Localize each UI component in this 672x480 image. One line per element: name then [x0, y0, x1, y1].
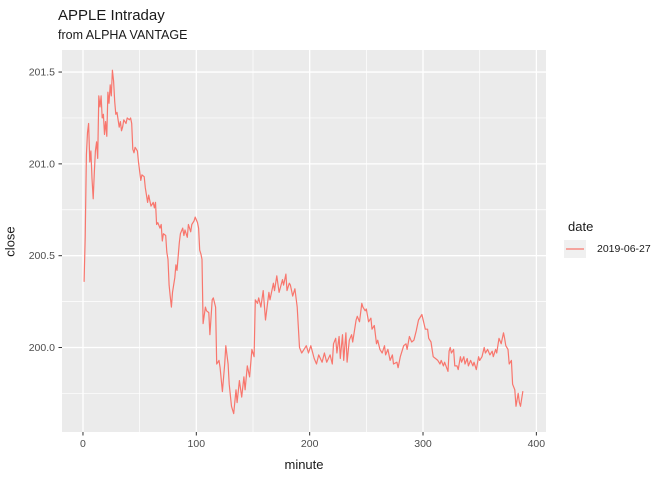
y-tick-label: 200.5	[29, 250, 55, 262]
y-axis-title: close	[2, 226, 18, 257]
axis-ticks	[58, 71, 537, 436]
chart-subtitle: from ALPHA VANTAGE	[58, 28, 188, 42]
x-tick-label: 400	[528, 438, 546, 450]
panel-rect	[62, 50, 546, 432]
x-tick-label: 0	[80, 438, 86, 450]
minor-gridlines	[62, 50, 546, 432]
y-tick-labels: 200.0 200.5 201.0 201.5	[29, 67, 55, 354]
series-line-2019-06-27	[83, 69, 524, 415]
major-gridlines	[62, 50, 546, 432]
x-tick-labels: 0 100 200 300 400	[80, 438, 545, 450]
series-lines	[83, 69, 524, 415]
chart-title: APPLE Intraday	[58, 7, 165, 24]
legend-label: 2019-06-27	[597, 243, 651, 255]
x-tick-label: 100	[188, 438, 206, 450]
legend-title: date	[568, 219, 594, 234]
y-tick-label: 201.5	[29, 67, 55, 79]
y-tick-label: 200.0	[29, 342, 55, 354]
x-tick-label: 200	[301, 438, 319, 450]
legend-entry: 2019-06-27	[564, 240, 651, 258]
x-axis-title: minute	[284, 457, 324, 472]
legend-key	[564, 240, 586, 258]
panel-background	[62, 50, 546, 432]
legend: date 2019-06-27	[564, 219, 651, 258]
y-tick-label: 201.0	[29, 158, 55, 170]
legend-line-icon	[566, 248, 584, 250]
x-tick-label: 300	[414, 438, 432, 450]
